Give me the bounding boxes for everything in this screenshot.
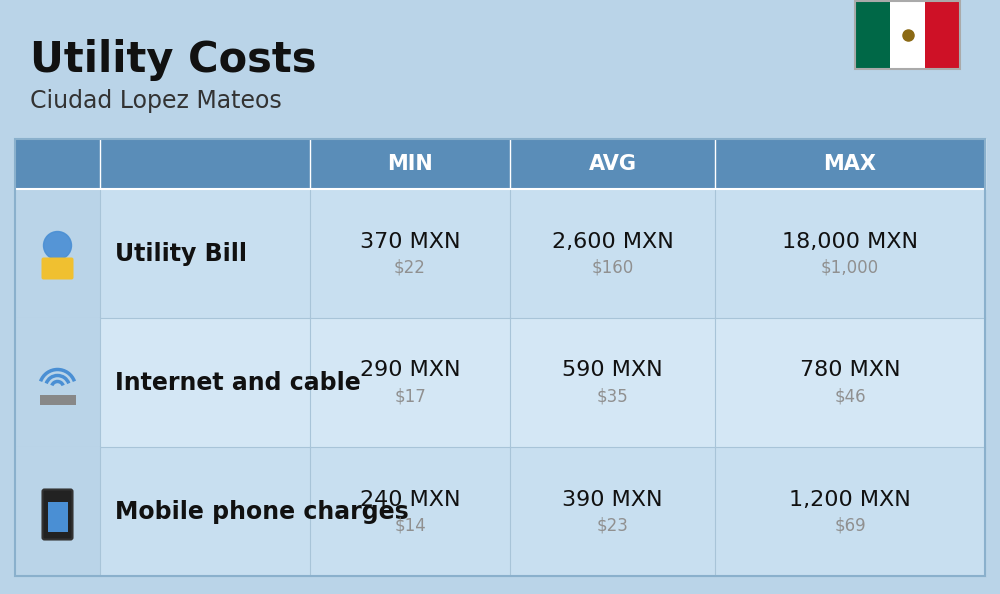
Text: 240 MXN: 240 MXN xyxy=(360,489,460,510)
Circle shape xyxy=(44,232,72,260)
FancyBboxPatch shape xyxy=(15,318,985,447)
Text: 18,000 MXN: 18,000 MXN xyxy=(782,232,918,251)
FancyBboxPatch shape xyxy=(15,139,985,189)
Text: 590 MXN: 590 MXN xyxy=(562,361,663,381)
FancyBboxPatch shape xyxy=(15,447,100,576)
FancyBboxPatch shape xyxy=(48,501,68,532)
Text: 290 MXN: 290 MXN xyxy=(360,361,460,381)
Text: 390 MXN: 390 MXN xyxy=(562,489,663,510)
FancyBboxPatch shape xyxy=(40,394,76,405)
Text: Utility Costs: Utility Costs xyxy=(30,39,316,81)
Text: $160: $160 xyxy=(591,258,634,276)
Text: $35: $35 xyxy=(597,387,628,406)
FancyBboxPatch shape xyxy=(925,1,960,69)
FancyBboxPatch shape xyxy=(15,318,100,447)
Text: Mobile phone charges: Mobile phone charges xyxy=(115,500,409,523)
Text: $69: $69 xyxy=(834,517,866,535)
Text: Ciudad Lopez Mateos: Ciudad Lopez Mateos xyxy=(30,89,282,113)
Text: $46: $46 xyxy=(834,387,866,406)
Text: 370 MXN: 370 MXN xyxy=(360,232,460,251)
Text: Utility Bill: Utility Bill xyxy=(115,242,247,266)
Text: $22: $22 xyxy=(394,258,426,276)
Text: AVG: AVG xyxy=(588,154,637,174)
Text: $14: $14 xyxy=(394,517,426,535)
FancyBboxPatch shape xyxy=(15,189,100,318)
Text: 1,200 MXN: 1,200 MXN xyxy=(789,489,911,510)
FancyBboxPatch shape xyxy=(855,1,890,69)
FancyBboxPatch shape xyxy=(42,489,72,539)
Text: $23: $23 xyxy=(597,517,628,535)
Text: MAX: MAX xyxy=(824,154,876,174)
FancyBboxPatch shape xyxy=(15,447,985,576)
FancyBboxPatch shape xyxy=(890,1,925,69)
FancyBboxPatch shape xyxy=(42,258,74,280)
Text: $1,000: $1,000 xyxy=(821,258,879,276)
Text: 2,600 MXN: 2,600 MXN xyxy=(552,232,673,251)
Text: MIN: MIN xyxy=(387,154,433,174)
Text: 780 MXN: 780 MXN xyxy=(800,361,900,381)
Text: $17: $17 xyxy=(394,387,426,406)
FancyBboxPatch shape xyxy=(15,189,985,318)
Text: Internet and cable: Internet and cable xyxy=(115,371,361,394)
